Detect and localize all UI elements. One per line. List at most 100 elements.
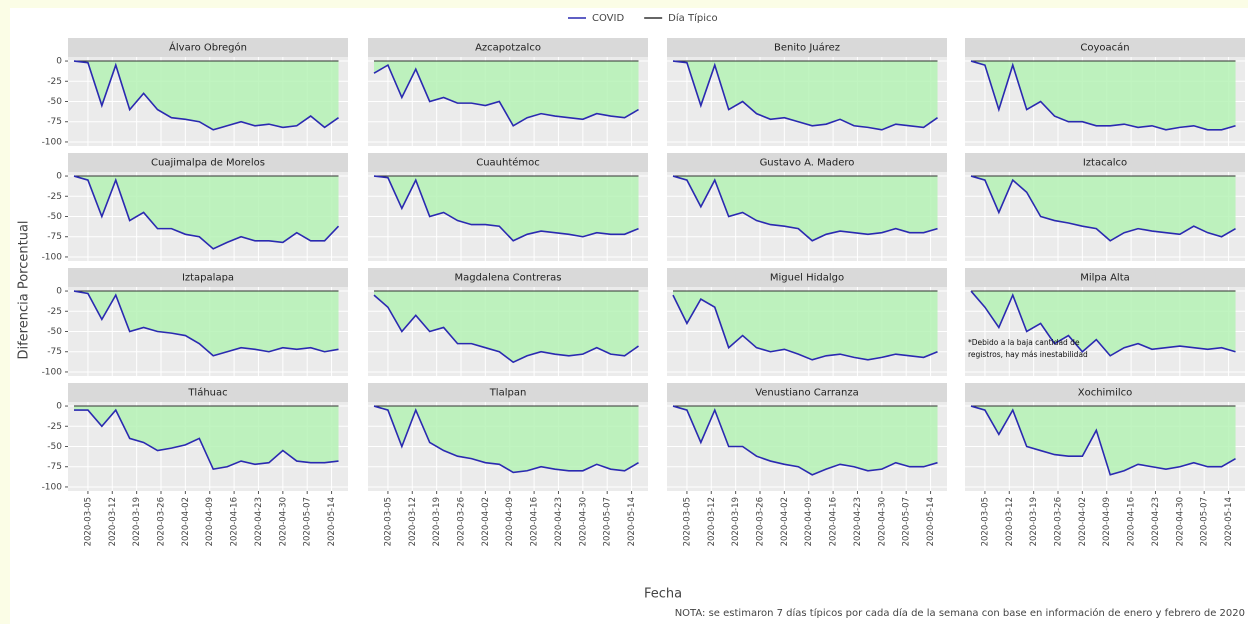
x-tick-label: 2020-04-02 xyxy=(1078,497,1088,546)
panel-title: Iztapalapa xyxy=(182,273,234,284)
x-tick-label: 2020-05-07 xyxy=(1200,497,1210,546)
difference-area xyxy=(673,61,938,130)
difference-area xyxy=(673,176,938,241)
annotation: *Debido a la baja cantidad de xyxy=(968,338,1080,347)
x-tick-label: 2020-03-12 xyxy=(707,497,717,546)
y-tick-label: -100 xyxy=(42,367,63,377)
series-line xyxy=(73,290,339,357)
x-tick-label: 2020-03-19 xyxy=(1029,497,1039,546)
series-line xyxy=(970,60,1236,131)
x-tick-label: 2020-04-16 xyxy=(829,497,839,546)
legend-label: Día Típico xyxy=(668,12,717,24)
x-tick-label: 2020-04-30 xyxy=(1175,497,1185,546)
x-tick-label: 2020-03-12 xyxy=(408,497,418,546)
strip xyxy=(68,268,348,287)
y-tick-label: -100 xyxy=(42,137,63,147)
y-tick-label: -75 xyxy=(47,347,62,357)
x-tick-label: 2020-04-30 xyxy=(278,497,288,546)
x-tick-label: 2020-04-23 xyxy=(853,497,863,546)
series-line xyxy=(672,60,938,131)
y-axis-label: Diferencia Porcentual xyxy=(17,220,32,359)
x-tick-label: 2020-04-30 xyxy=(578,497,588,546)
difference-area xyxy=(673,406,938,475)
panel-title: Xochimilco xyxy=(1078,388,1133,399)
x-tick-label: 2020-05-14 xyxy=(1224,497,1234,546)
panel-title: Benito Juárez xyxy=(774,42,840,54)
y-tick-label: -50 xyxy=(47,212,62,222)
difference-area xyxy=(74,176,339,249)
x-tick-label: 2020-04-23 xyxy=(1151,497,1161,546)
strip xyxy=(368,268,648,287)
x-axis-label: Fecha xyxy=(644,587,682,602)
panel-title: Coyoacán xyxy=(1080,42,1129,54)
difference-area xyxy=(374,61,639,126)
x-tick-label: 2020-04-09 xyxy=(205,497,215,546)
x-tick-label: 2020-04-09 xyxy=(804,497,814,546)
y-tick-label: -100 xyxy=(42,482,63,492)
difference-area xyxy=(374,406,639,473)
y-tick-label: 0 xyxy=(56,172,62,182)
y-tick-label: -75 xyxy=(47,117,62,127)
y-tick-label: -50 xyxy=(47,97,62,107)
x-tick-label: 2020-03-05 xyxy=(682,497,692,546)
y-tick-label: 0 xyxy=(56,402,62,412)
series-line xyxy=(373,175,639,242)
x-tick-label: 2020-05-14 xyxy=(627,497,637,546)
strip xyxy=(965,153,1245,172)
difference-area xyxy=(374,176,639,241)
x-tick-label: 2020-03-05 xyxy=(980,497,990,546)
x-tick-label: 2020-04-02 xyxy=(780,497,790,546)
panel-title: Iztacalco xyxy=(1083,158,1127,169)
x-tick-label: 2020-03-12 xyxy=(1005,497,1015,546)
x-tick-label: 2020-05-14 xyxy=(327,497,337,546)
series-line xyxy=(970,175,1236,242)
strip xyxy=(68,38,348,57)
x-tick-label: 2020-05-07 xyxy=(603,497,613,546)
strip xyxy=(368,153,648,172)
difference-area xyxy=(74,406,339,470)
x-tick-label: 2020-04-16 xyxy=(1127,497,1137,546)
strip xyxy=(68,153,348,172)
strip xyxy=(965,38,1245,57)
series-line xyxy=(373,294,639,364)
x-tick-label: 2020-05-07 xyxy=(303,497,313,546)
x-tick-label: 2020-03-19 xyxy=(432,497,442,546)
strip xyxy=(368,383,648,402)
difference-area xyxy=(74,291,339,356)
series-line xyxy=(672,294,938,361)
y-tick-label: -50 xyxy=(47,442,62,452)
panel-title: Álvaro Obregón xyxy=(169,41,247,54)
panel-title: Venustiano Carranza xyxy=(755,388,859,399)
x-tick-label: 2020-03-19 xyxy=(731,497,741,546)
x-tick-label: 2020-03-12 xyxy=(108,497,118,546)
x-tick-label: 2020-05-14 xyxy=(926,497,936,546)
strip xyxy=(68,383,348,402)
series-line xyxy=(73,60,339,131)
series-line xyxy=(373,405,639,474)
x-tick-label: 2020-04-16 xyxy=(530,497,540,546)
y-tick-label: -25 xyxy=(47,307,62,317)
difference-area xyxy=(374,291,639,363)
y-tick-label: 0 xyxy=(56,57,62,67)
y-tick-label: -100 xyxy=(42,252,63,262)
series-line xyxy=(73,175,340,250)
difference-area xyxy=(673,291,938,360)
series-line xyxy=(672,175,938,242)
y-tick-label: -50 xyxy=(47,327,62,337)
x-tick-label: 2020-04-23 xyxy=(254,497,264,546)
x-tick-label: 2020-04-02 xyxy=(481,497,491,546)
panel-title: Cuajimalpa de Morelos xyxy=(151,158,265,169)
strip xyxy=(667,38,947,57)
difference-area xyxy=(74,61,339,130)
strip xyxy=(667,268,947,287)
x-tick-label: 2020-03-26 xyxy=(157,497,167,546)
strip xyxy=(667,383,947,402)
panel-title: Tlalpan xyxy=(489,388,527,399)
x-tick-label: 2020-04-23 xyxy=(554,497,564,546)
strip xyxy=(368,38,648,57)
note: NOTA: se estimaron 7 días típicos por ca… xyxy=(675,607,1245,619)
x-tick-label: 2020-04-09 xyxy=(1102,497,1112,546)
panel-title: Cuauhtémoc xyxy=(476,157,540,169)
annotation: registros, hay más inestabilidad xyxy=(968,350,1088,359)
